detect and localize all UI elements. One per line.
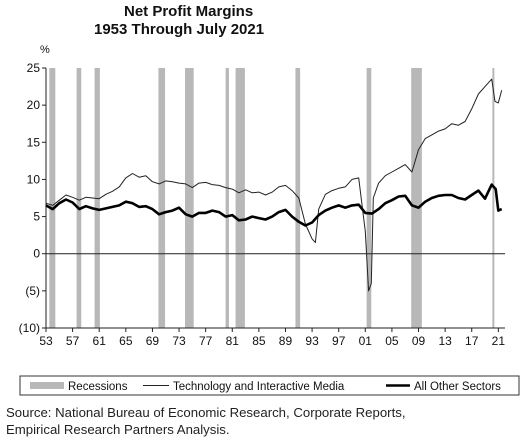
recession-bar-3 xyxy=(158,68,166,328)
x-tick-label-5: 73 xyxy=(172,334,186,348)
x-tick-label-1: 57 xyxy=(66,334,80,348)
legend: Recessions Technology and Interactive Me… xyxy=(19,375,520,396)
x-tick-label-2: 61 xyxy=(93,334,107,348)
recession-bar-1 xyxy=(76,68,82,328)
x-tick-label-16: 17 xyxy=(465,334,479,348)
recession-bar-6 xyxy=(235,68,245,328)
series-line-tech xyxy=(45,78,503,292)
legend-label-other: All Other Sectors xyxy=(414,381,501,393)
y-axis-unit-label: % xyxy=(40,44,50,56)
y-tick-label-7: (10) xyxy=(19,321,40,335)
y-tick-label-2: 15 xyxy=(27,135,41,149)
x-tick-label-0: 53 xyxy=(39,334,53,348)
y-tick-label-4: 5 xyxy=(33,210,40,224)
y-tick-label-1: 20 xyxy=(27,98,41,112)
x-tick-label-9: 89 xyxy=(279,334,293,348)
x-tick-label-8: 85 xyxy=(252,334,266,348)
legend-label-recessions: Recessions xyxy=(68,381,128,393)
x-tick-label-12: 01 xyxy=(359,334,373,348)
y-tick-label-5: 0 xyxy=(33,247,40,261)
x-tick-label-3: 65 xyxy=(119,334,133,348)
axes xyxy=(42,67,505,332)
series-lines xyxy=(45,78,503,292)
recession-bar-8 xyxy=(366,68,372,328)
series-line-other-sectors xyxy=(45,183,503,227)
recession-bar-7 xyxy=(295,68,301,328)
x-tick-label-15: 13 xyxy=(438,334,452,348)
tick-labels: 25 20 15 10 5 0 (5) (10)53 57 61 65 69 73 77 81 85 89 93 9… xyxy=(19,61,506,348)
x-tick-label-4: 69 xyxy=(146,334,160,348)
chart-title: Net Profit Margins xyxy=(124,3,253,20)
recession-bar-5 xyxy=(225,68,229,328)
x-tick-label-11: 97 xyxy=(332,334,346,348)
x-tick-label-13: 05 xyxy=(385,334,399,348)
chart-subtitle: 1953 Through July 2021 xyxy=(94,21,264,38)
recession-bar-0 xyxy=(49,68,56,328)
source-line-1: Source: National Bureau of Economic Rese… xyxy=(6,405,406,420)
x-tick-label-17: 21 xyxy=(492,334,506,348)
source-note: Source: National Bureau of Economic Rese… xyxy=(6,404,406,438)
recession-bar-10 xyxy=(492,68,495,328)
recession-bars xyxy=(49,68,495,328)
legend-label-tech: Technology and Interactive Media xyxy=(173,381,345,393)
x-tick-label-7: 81 xyxy=(226,334,240,348)
y-tick-label-3: 10 xyxy=(27,172,41,186)
y-tick-label-0: 25 xyxy=(27,61,41,75)
recession-bar-4 xyxy=(185,68,194,328)
recession-bar-9 xyxy=(411,68,422,328)
y-tick-label-6: (5) xyxy=(25,284,40,298)
legend-frame xyxy=(19,375,520,396)
x-tick-label-6: 77 xyxy=(199,334,213,348)
x-tick-label-14: 09 xyxy=(412,334,426,348)
legend-swatch-recessions xyxy=(30,382,64,389)
x-tick-label-10: 93 xyxy=(305,334,319,348)
source-line-2: Empirical Research Partners Analysis. xyxy=(6,422,230,437)
